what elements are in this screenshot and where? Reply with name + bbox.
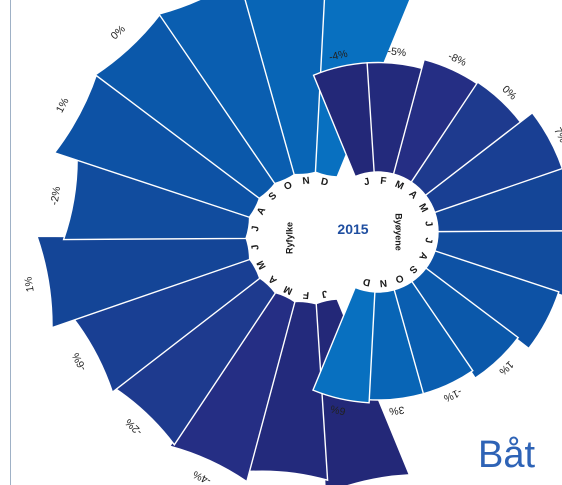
bar-a-3 [112, 276, 277, 446]
bar-j-5 [433, 167, 562, 234]
month-label: J [321, 287, 329, 299]
region-label: Ryfylke [284, 222, 294, 254]
month-label: A [255, 206, 268, 218]
bar-s-8 [94, 11, 277, 200]
month-label: O [282, 180, 294, 193]
month-label: J [422, 220, 434, 227]
year-label: 2015 [337, 221, 368, 237]
month-label: N [379, 277, 387, 289]
bar-o-9 [157, 0, 296, 185]
month-label: J [250, 225, 262, 232]
value-label: -1% [442, 386, 464, 405]
bar-a-7 [424, 249, 560, 350]
value-label: 0% [109, 23, 128, 42]
bar-j-6 [62, 156, 251, 241]
bar-a-7 [53, 71, 261, 219]
value-label: 1% [54, 96, 72, 115]
month-label: J [422, 237, 434, 244]
value-label: 7% [551, 126, 562, 145]
month-label: J [250, 244, 262, 251]
month-label: A [406, 189, 419, 202]
value-label: 3% [389, 403, 405, 417]
value-label: -2% [123, 416, 145, 438]
bar-f-1 [245, 300, 329, 482]
byoyene-radial-chart: -4%J-5%F-8%M0%A7%MJ1%JA1%S-1%O3%N6%DByøy… [312, 45, 562, 417]
value-label: -8% [446, 50, 468, 69]
month-label: F [380, 176, 387, 188]
month-label: O [393, 272, 405, 285]
bar-m-4 [424, 111, 562, 215]
month-label: M [282, 283, 294, 296]
month-label: J [363, 176, 371, 188]
value-label: -2% [48, 186, 63, 206]
month-label: A [416, 250, 429, 262]
month-label: M [255, 258, 269, 271]
bottom-title: Båt [478, 434, 536, 476]
month-label: M [393, 179, 405, 192]
value-label: -4% [191, 468, 213, 485]
month-label: S [267, 190, 280, 203]
month-label: A [267, 273, 280, 286]
bar-j-5 [36, 235, 251, 329]
month-label: D [362, 275, 371, 287]
left-border-line [10, 0, 11, 485]
month-label: S [406, 263, 419, 276]
region-label: Byøyene [394, 213, 404, 251]
value-label: -5% [387, 45, 407, 59]
bar-d-11 [312, 286, 376, 404]
value-label: -4% [328, 48, 349, 64]
bar-m-4 [71, 257, 261, 394]
value-label: 0% [500, 83, 519, 102]
bar-j-6 [433, 230, 562, 297]
value-label: -6% [70, 351, 89, 373]
bar-s-8 [410, 267, 520, 380]
month-label: M [416, 202, 430, 215]
value-label: 6% [329, 402, 346, 417]
month-label: N [302, 176, 310, 188]
month-label: D [320, 176, 329, 188]
bar-n-10 [244, 0, 329, 176]
bar-m-2 [168, 291, 296, 483]
month-label: F [302, 289, 309, 301]
value-label: 1% [496, 358, 515, 377]
value-label: 1% [22, 276, 36, 293]
